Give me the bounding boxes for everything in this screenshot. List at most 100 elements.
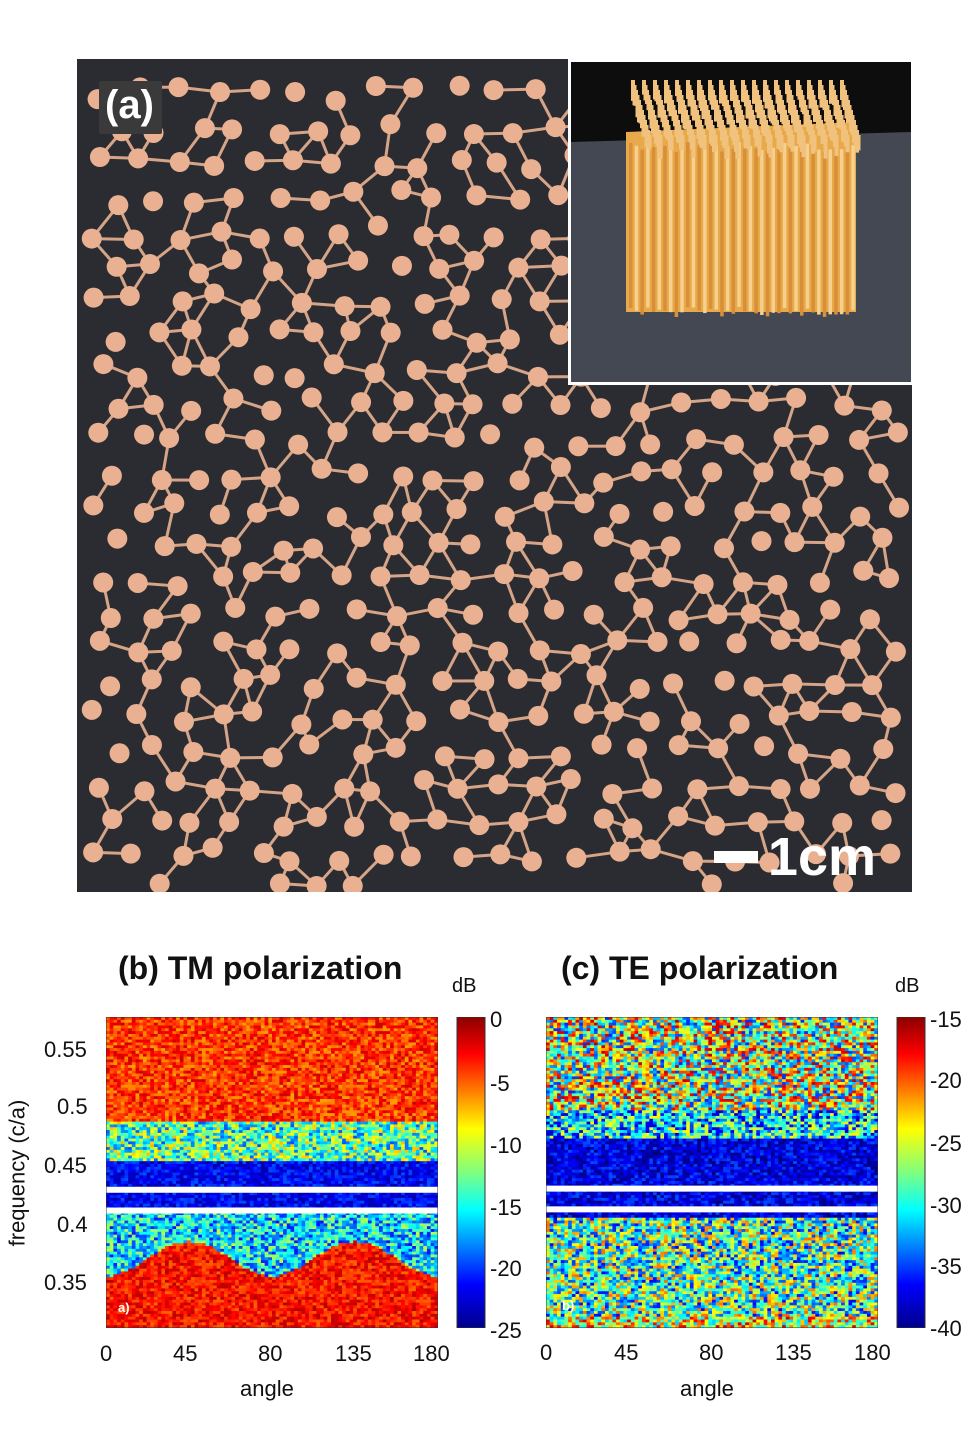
heat-cell	[367, 1104, 372, 1108]
heat-cell	[106, 1090, 111, 1094]
rod-dot	[833, 873, 854, 892]
heat-cell	[323, 1019, 328, 1024]
heat-cell	[390, 1079, 395, 1083]
heat-cell	[260, 1096, 266, 1100]
heat-cell	[216, 1045, 221, 1049]
heat-cell	[120, 1090, 125, 1094]
chart-b-ytick: 0.35	[44, 1270, 87, 1296]
rod	[817, 149, 821, 315]
heat-cell	[235, 1050, 240, 1055]
heat-cell	[120, 1039, 125, 1043]
heat-cell	[139, 1028, 144, 1032]
rod-dot	[466, 332, 487, 353]
heat-cell	[390, 1056, 395, 1060]
heat-cell	[142, 1050, 147, 1055]
heat-cell	[264, 1118, 269, 1123]
heat-cell	[117, 1048, 122, 1052]
heat-cell	[216, 1090, 221, 1094]
rod-dot	[773, 427, 794, 448]
heat-cell	[312, 1048, 317, 1052]
heat-cell	[349, 1093, 354, 1097]
heat-cell	[308, 1053, 313, 1057]
rod-dot	[849, 775, 870, 796]
rod-dot	[152, 810, 173, 831]
rod-dot	[249, 228, 270, 249]
heat-cell	[401, 1101, 406, 1106]
heat-cell	[415, 1124, 420, 1128]
heat-cell	[378, 1053, 384, 1057]
rod-dot	[701, 874, 722, 892]
heat-cell	[205, 1050, 210, 1055]
heat-cell	[194, 1039, 199, 1043]
heat-cell	[286, 1065, 291, 1069]
heat-cell	[253, 1022, 258, 1026]
heat-cell	[316, 1019, 321, 1024]
heat-cell	[268, 1067, 273, 1072]
heat-cell	[375, 1017, 380, 1021]
heat-cell	[249, 1113, 254, 1117]
heat-cell	[393, 1050, 398, 1055]
heat-cell	[212, 1076, 218, 1080]
rod-dot	[331, 565, 352, 586]
heat-cell	[390, 1124, 395, 1128]
heat-cell	[404, 1084, 409, 1089]
rod-dot	[466, 185, 487, 206]
rod-dot	[340, 125, 361, 146]
heat-cell	[109, 1039, 114, 1043]
heat-cell	[231, 1042, 236, 1046]
heat-cell	[434, 1059, 438, 1063]
heat-cell	[168, 1025, 173, 1029]
heat-cell	[386, 1022, 391, 1026]
heat-cell	[212, 1019, 218, 1024]
heat-cell	[187, 1036, 192, 1041]
heat-cell	[286, 1048, 291, 1052]
heat-cell	[109, 1098, 114, 1103]
rod-top	[746, 135, 751, 150]
heat-cell	[397, 1093, 402, 1097]
heat-cell	[272, 1082, 277, 1086]
heat-cell	[279, 1104, 284, 1108]
heat-cell	[375, 1104, 380, 1108]
heat-cell	[426, 1056, 432, 1060]
heat-cell	[349, 1022, 354, 1026]
heat-cell	[227, 1115, 232, 1120]
heat-cell	[345, 1056, 350, 1060]
heat-cell	[135, 1056, 140, 1060]
rod-dot	[450, 570, 471, 591]
heat-cell	[382, 1121, 387, 1125]
heat-cell	[316, 1053, 321, 1057]
heat-cell	[109, 1130, 114, 1134]
heat-cell	[165, 1115, 170, 1120]
heat-cell	[382, 1065, 387, 1069]
heat-cell	[246, 1019, 251, 1024]
heat-cell	[342, 1025, 347, 1029]
heat-cell	[253, 1090, 258, 1094]
heat-cell	[209, 1090, 214, 1094]
heat-cell	[242, 1107, 247, 1111]
heat-cell	[257, 1084, 262, 1089]
rod-dot	[609, 503, 630, 524]
heat-cell	[319, 1025, 325, 1029]
heat-cell	[342, 1033, 347, 1038]
heat-cell	[382, 1053, 387, 1057]
rod	[805, 143, 810, 309]
heat-cell	[179, 1033, 184, 1038]
heat-cell	[312, 1073, 317, 1077]
heat-cell	[272, 1067, 277, 1072]
heat-cell	[176, 1065, 181, 1069]
heat-cell	[142, 1130, 147, 1134]
heat-cell	[360, 1053, 365, 1057]
heat-cell	[135, 1090, 140, 1094]
rod	[674, 151, 679, 317]
heat-cell	[338, 1113, 343, 1117]
heat-cell	[187, 1121, 192, 1125]
heat-cell	[260, 1098, 266, 1103]
heat-cell	[238, 1050, 243, 1055]
heat-cell	[231, 1082, 236, 1086]
heat-cell	[404, 1093, 409, 1097]
heat-cell	[183, 1028, 188, 1032]
heat-cell	[412, 1056, 417, 1060]
heat-cell	[190, 1065, 195, 1069]
heat-cell	[375, 1093, 380, 1097]
heat-cell	[117, 1065, 122, 1069]
